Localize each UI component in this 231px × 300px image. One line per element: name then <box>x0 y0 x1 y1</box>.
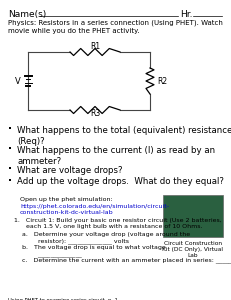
Text: b.   The voltage drop is equal to what voltage
        ______________: b. The voltage drop is equal to what vol… <box>22 245 166 257</box>
Text: Using PHET to examine series circuit, p. 1: Using PHET to examine series circuit, p.… <box>8 298 118 300</box>
Text: c.   Determine the current with an ammeter placed in series: ______________ amps: c. Determine the current with an ammeter… <box>22 257 231 263</box>
Text: What happens to the current (I) as read by an
ammeter?: What happens to the current (I) as read … <box>17 146 215 166</box>
Text: What happens to the total (equivalent) resistance
(Req)?: What happens to the total (equivalent) r… <box>17 126 231 146</box>
Text: R2: R2 <box>157 76 167 85</box>
Text: a.   Determine your voltage drop (voltage around the
        resistor): ________: a. Determine your voltage drop (voltage … <box>22 232 190 244</box>
Text: V: V <box>15 76 21 85</box>
Text: Add up the voltage drops.  What do they equal?: Add up the voltage drops. What do they e… <box>17 178 224 187</box>
Text: R3: R3 <box>90 109 100 118</box>
Bar <box>163 195 223 237</box>
Text: Name(s): Name(s) <box>8 10 46 19</box>
Text: R1: R1 <box>90 42 100 51</box>
Text: https://phet.colorado.edu/en/simulation/circuit-
construction-kit-dc-virtual-lab: https://phet.colorado.edu/en/simulation/… <box>20 204 169 215</box>
Text: Open up the phet simulation:: Open up the phet simulation: <box>20 197 113 202</box>
Text: Physics: Resistors in a series connection (Using PHET). Watch movie while you do: Physics: Resistors in a series connectio… <box>8 20 223 34</box>
Text: 1.   Circuit 1: Build your basic one resistor circuit (Use 2 batteries,
      ea: 1. Circuit 1: Build your basic one resis… <box>14 218 222 229</box>
Text: Circuit Construction
Kit (DC Only), Virtual
Lab: Circuit Construction Kit (DC Only), Virt… <box>162 241 224 258</box>
Text: Hr.: Hr. <box>180 10 192 19</box>
Text: What are voltage drops?: What are voltage drops? <box>17 166 122 175</box>
